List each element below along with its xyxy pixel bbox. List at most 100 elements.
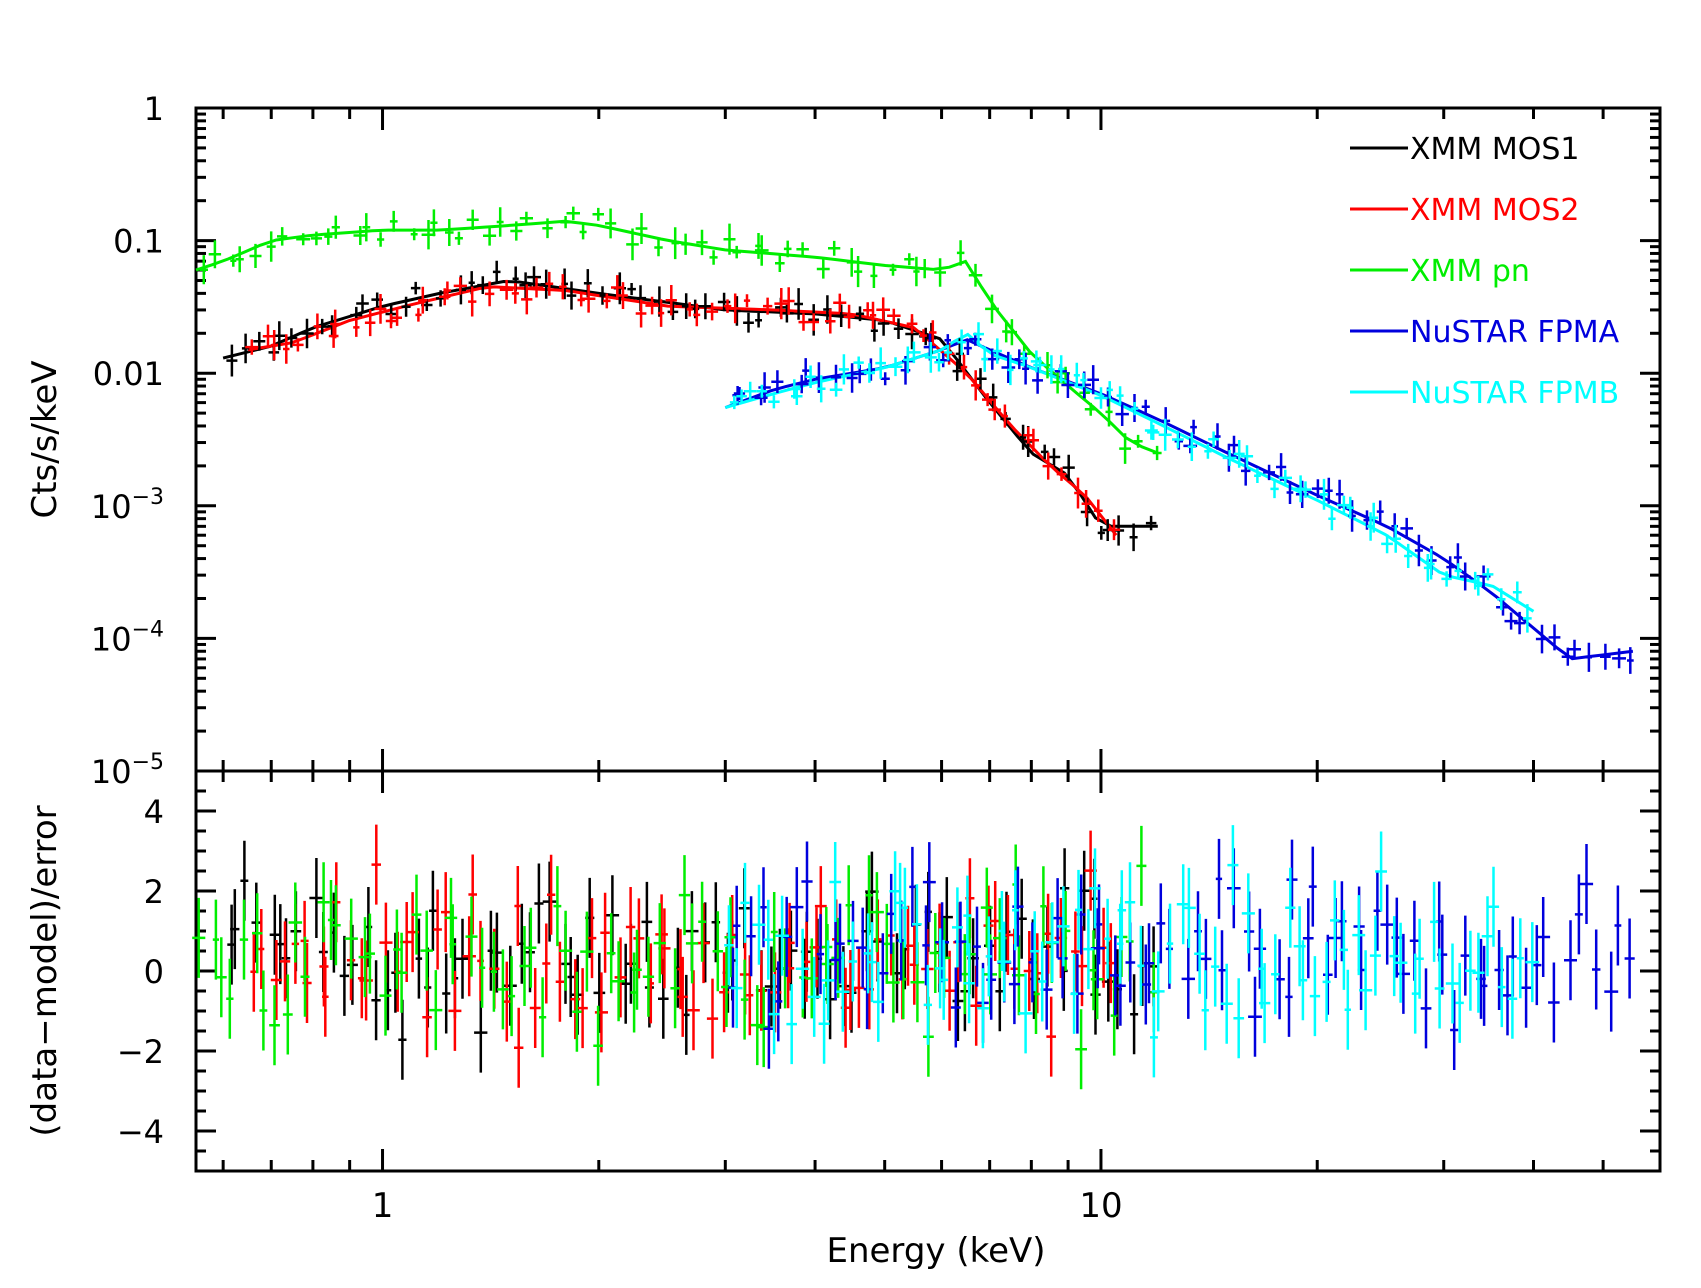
residual-point: [474, 992, 488, 1073]
data-point: [566, 281, 577, 310]
data-point: [266, 231, 276, 262]
residual-point: [770, 892, 778, 972]
residual-point: [514, 866, 522, 946]
residual-point: [442, 953, 451, 1034]
data-point: [866, 358, 875, 381]
data-point: [1144, 421, 1158, 440]
residual-point: [1075, 869, 1082, 950]
data-point: [981, 346, 989, 372]
y-tick-label: 0.01: [93, 355, 164, 393]
residual-point: [1130, 974, 1139, 1055]
residual-point: [1051, 878, 1064, 959]
residual-point: [529, 968, 541, 1048]
residual-point: [1012, 870, 1019, 951]
data-point: [410, 228, 418, 241]
data-point: [825, 309, 836, 334]
residual-point: [896, 862, 905, 943]
residual-point: [1532, 925, 1542, 1006]
data-point: [1254, 468, 1261, 483]
residual-point: [1624, 918, 1635, 999]
residual-point: [1286, 839, 1298, 920]
residual-point: [1137, 925, 1145, 1006]
residual-point: [775, 895, 789, 976]
residual-point: [801, 841, 813, 922]
residual-point: [1521, 947, 1532, 1028]
data-point: [499, 279, 514, 300]
data-point: [754, 235, 769, 266]
residual-point: [976, 968, 989, 1049]
data-point: [566, 206, 580, 221]
data-point: [992, 338, 1002, 364]
residual-point: [939, 939, 949, 1020]
residual-point: [1166, 903, 1174, 984]
data-point: [782, 287, 795, 315]
data-point: [1512, 581, 1522, 604]
data-point: [1482, 568, 1494, 581]
data-point: [1172, 430, 1184, 449]
residual-point: [802, 921, 811, 1002]
data-point: [605, 208, 617, 239]
residual-point: [542, 861, 557, 942]
data-point: [208, 240, 222, 269]
data-point: [870, 319, 878, 342]
residual-point: [1574, 874, 1583, 955]
data-point: [635, 213, 648, 244]
residual-point: [1233, 978, 1245, 1059]
y-axis-label-spectrum: Cts/s/keV: [25, 360, 65, 518]
data-point: [853, 356, 864, 369]
data-point: [477, 276, 489, 294]
y-axis-label-residuals: (data−model)/error: [25, 805, 65, 1136]
residual-point: [212, 899, 219, 980]
data-point: [385, 313, 397, 329]
residual-point: [1285, 867, 1296, 948]
data-point: [1627, 647, 1634, 674]
residual-point: [612, 941, 625, 1022]
data-point: [838, 354, 849, 385]
residual-point: [1396, 933, 1410, 1014]
residual-point: [1227, 825, 1239, 906]
residual-point: [519, 926, 530, 1006]
residual-point: [943, 950, 956, 1031]
data-point: [869, 301, 877, 329]
data-point: [418, 286, 428, 314]
residual-point: [449, 904, 456, 985]
residual-point: [1564, 920, 1577, 1001]
residual-point: [1369, 915, 1381, 996]
residual-point: [909, 846, 916, 927]
data-point: [1062, 454, 1075, 481]
residual-point: [1218, 930, 1226, 1011]
data-point: [920, 329, 927, 342]
data-point: [829, 382, 843, 397]
residual-point: [1487, 866, 1500, 947]
data-point: [732, 245, 741, 259]
residual-point: [1322, 941, 1331, 1022]
data-point: [1346, 496, 1354, 519]
residual-point: [433, 889, 442, 970]
data-point: [1548, 624, 1561, 651]
legend-entry: NuSTAR FPMA: [1410, 315, 1620, 350]
data-point: [1523, 604, 1532, 633]
data-point: [542, 218, 553, 239]
data-point: [1454, 563, 1462, 579]
data-point: [445, 219, 454, 246]
data-point: [626, 228, 639, 261]
residual-point: [327, 880, 335, 960]
residual-point: [239, 899, 249, 980]
residual-point: [371, 824, 381, 905]
data-point: [245, 339, 259, 355]
data-point: [828, 240, 841, 256]
residual-point: [1481, 896, 1494, 977]
residual-point: [539, 977, 547, 1058]
data-point: [362, 213, 371, 242]
residual-point: [606, 913, 616, 994]
data-point: [328, 324, 339, 348]
y-tick-label: 0: [144, 953, 164, 991]
data-point: [743, 312, 754, 333]
data-point: [783, 240, 792, 258]
residual-point: [1480, 945, 1488, 1026]
data-point: [1497, 588, 1506, 611]
data-point: [1115, 402, 1129, 426]
x-tick-label: 10: [1079, 1186, 1122, 1226]
data-point: [1147, 424, 1160, 440]
data-point: [1145, 515, 1157, 531]
